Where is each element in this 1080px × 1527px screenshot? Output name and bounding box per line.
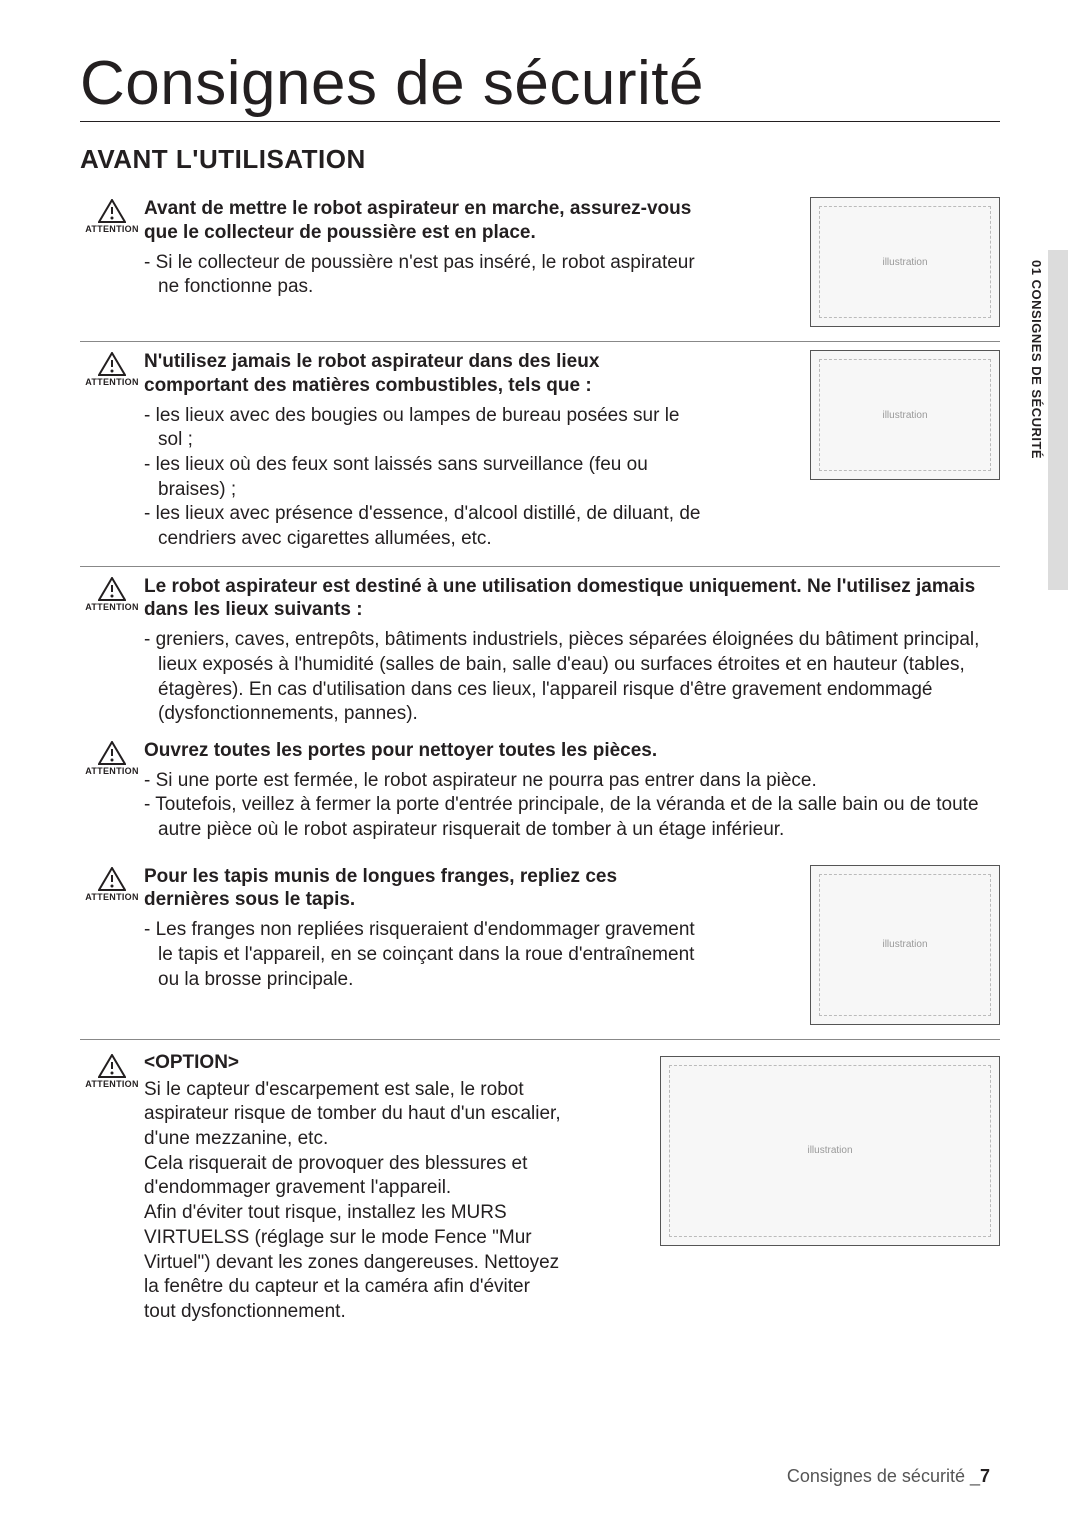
body-line: - Si une porte est fermée, le robot aspi… xyxy=(144,769,988,794)
block-body: - Les franges non repliées risqueraient … xyxy=(144,918,702,992)
warning-block: ATTENTION Ouvrez toutes les portes pour … xyxy=(80,731,1000,857)
block-content: Le robot aspirateur est destiné à une ut… xyxy=(144,575,1000,727)
page-footer: Consignes de sécurité _7 xyxy=(787,1466,990,1487)
body-line: - Les franges non repliées risqueraient … xyxy=(144,918,702,992)
illustration: illustration xyxy=(810,865,1000,1025)
attention-icon: ATTENTION xyxy=(80,865,144,902)
attention-icon: ATTENTION xyxy=(80,575,144,612)
block-heading: Le robot aspirateur est destiné à une ut… xyxy=(144,575,988,623)
block-body: - Si une porte est fermée, le robot aspi… xyxy=(144,769,988,843)
block-body: - les lieux avec des bougies ou lampes d… xyxy=(144,404,702,552)
block-body: - greniers, caves, entrepôts, bâtiments … xyxy=(144,628,988,727)
attention-label: ATTENTION xyxy=(80,892,144,902)
block-content: Avant de mettre le robot aspirateur en m… xyxy=(144,197,714,300)
side-tab-label: 01 CONSIGNES DE SÉCURITÉ xyxy=(1029,260,1044,459)
side-tab-bar xyxy=(1048,250,1068,590)
illustration: illustration xyxy=(660,1056,1000,1246)
block-heading: Ouvrez toutes les portes pour nettoyer t… xyxy=(144,739,988,763)
attention-label: ATTENTION xyxy=(80,377,144,387)
block-content: Ouvrez toutes les portes pour nettoyer t… xyxy=(144,739,1000,843)
option-block: ATTENTION <OPTION> Si le capteur d'escar… xyxy=(80,1040,1000,1339)
attention-label: ATTENTION xyxy=(80,766,144,776)
footer-text: Consignes de sécurité _ xyxy=(787,1466,980,1486)
attention-icon: ATTENTION xyxy=(80,739,144,776)
option-content: <OPTION> Si le capteur d'escarpement est… xyxy=(144,1052,564,1325)
warning-block: ATTENTION Le robot aspirateur est destin… xyxy=(80,567,1000,731)
block-heading: N'utilisez jamais le robot aspirateur da… xyxy=(144,350,702,398)
section-heading: AVANT L'UTILISATION xyxy=(80,144,1000,175)
attention-label: ATTENTION xyxy=(80,1079,144,1089)
body-line: - Toutefois, veillez à fermer la porte d… xyxy=(144,793,988,842)
block-heading: Pour les tapis munis de longues franges,… xyxy=(144,865,702,913)
body-line: - Si le collecteur de poussière n'est pa… xyxy=(144,251,702,300)
illustration: illustration xyxy=(810,350,1000,480)
body-line: - les lieux avec présence d'essence, d'a… xyxy=(144,502,702,551)
body-line: - les lieux avec des bougies ou lampes d… xyxy=(144,404,702,453)
body-line: - les lieux où des feux sont laissés san… xyxy=(144,453,702,502)
block-content: Pour les tapis munis de longues franges,… xyxy=(144,865,714,993)
page-title: Consignes de sécurité xyxy=(80,48,1000,122)
block-heading: Avant de mettre le robot aspirateur en m… xyxy=(144,197,702,245)
page-number: 7 xyxy=(980,1466,990,1486)
warning-block: ATTENTION Avant de mettre le robot aspir… xyxy=(80,189,1000,342)
block-content: N'utilisez jamais le robot aspirateur da… xyxy=(144,350,714,552)
block-body: - Si le collecteur de poussière n'est pa… xyxy=(144,251,702,300)
option-heading: <OPTION> xyxy=(144,1052,564,1074)
attention-label: ATTENTION xyxy=(80,224,144,234)
attention-icon: ATTENTION xyxy=(80,1052,144,1089)
illustration: illustration xyxy=(810,197,1000,327)
attention-icon: ATTENTION xyxy=(80,350,144,387)
body-line: - greniers, caves, entrepôts, bâtiments … xyxy=(144,628,988,727)
option-body: Si le capteur d'escarpement est sale, le… xyxy=(144,1078,564,1325)
attention-label: ATTENTION xyxy=(80,602,144,612)
attention-icon: ATTENTION xyxy=(80,197,144,234)
warning-block: ATTENTION Pour les tapis munis de longue… xyxy=(80,857,1000,1040)
warning-block: ATTENTION N'utilisez jamais le robot asp… xyxy=(80,342,1000,567)
